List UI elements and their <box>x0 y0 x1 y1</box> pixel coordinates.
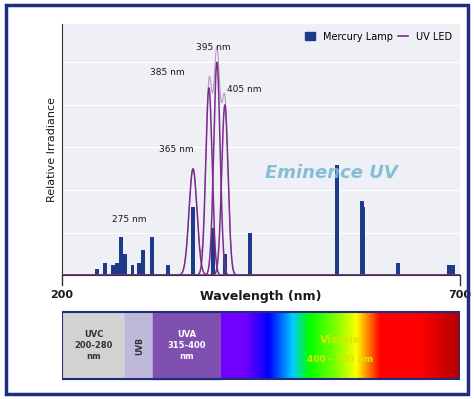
Bar <box>62 312 125 379</box>
Bar <box>137 263 141 275</box>
Legend: Mercury Lamp, UV LED: Mercury Lamp, UV LED <box>302 29 455 45</box>
Bar <box>223 254 227 275</box>
Bar <box>211 229 215 275</box>
Bar <box>447 265 451 275</box>
Bar <box>451 265 455 275</box>
Text: Wavelength (nm): Wavelength (nm) <box>200 290 321 303</box>
Text: 365 nm: 365 nm <box>159 145 193 154</box>
Bar <box>362 207 365 275</box>
Bar <box>130 265 135 275</box>
Text: 275 nm: 275 nm <box>112 215 146 224</box>
Bar <box>115 263 119 275</box>
Text: UVC
200-280
nm: UVC 200-280 nm <box>74 330 113 361</box>
Text: 700: 700 <box>448 290 471 300</box>
Text: 395 nm: 395 nm <box>196 43 231 51</box>
Text: 385 nm: 385 nm <box>150 68 185 77</box>
Text: 200: 200 <box>50 290 73 300</box>
Bar <box>123 254 128 275</box>
Bar <box>335 164 339 275</box>
Text: UVB: UVB <box>135 337 144 355</box>
Text: Visible: Visible <box>319 335 361 345</box>
Text: 405 nm: 405 nm <box>227 85 262 94</box>
Bar <box>125 312 153 379</box>
Y-axis label: Relative Irradiance: Relative Irradiance <box>47 97 57 202</box>
Bar <box>360 201 364 275</box>
Text: UVA
315-400
nm: UVA 315-400 nm <box>168 330 206 361</box>
Bar <box>95 269 100 275</box>
Bar <box>396 263 401 275</box>
Bar <box>150 237 154 275</box>
Bar <box>247 233 252 275</box>
Bar <box>141 250 145 275</box>
Bar <box>191 207 195 275</box>
Text: Eminence UV: Eminence UV <box>264 164 397 182</box>
Bar <box>153 312 221 379</box>
Bar <box>111 265 115 275</box>
Bar <box>103 263 107 275</box>
Bar <box>119 237 123 275</box>
Bar <box>166 265 170 275</box>
Text: 400 - 700 nm: 400 - 700 nm <box>307 355 374 363</box>
